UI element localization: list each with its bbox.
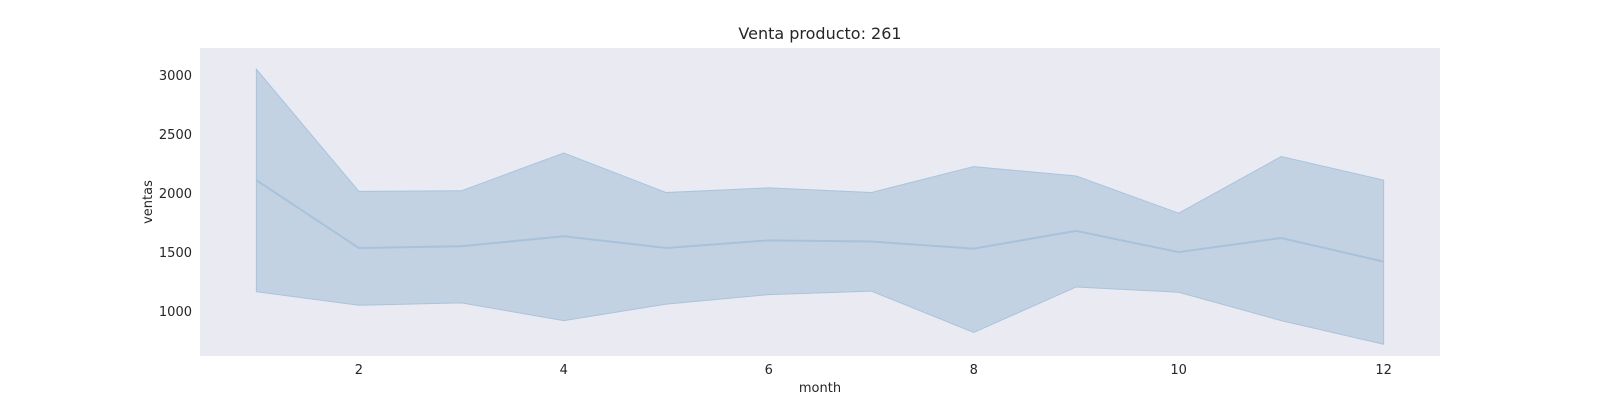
y-tick-label: 2500 [159, 128, 192, 143]
confidence-band [255, 67, 1385, 345]
x-tick-label: 6 [765, 363, 773, 378]
x-axis-label: month [799, 381, 841, 396]
y-tick-label: 3000 [159, 69, 192, 84]
y-axis-ticks: 1000 1500 2000 2500 3000 [159, 69, 192, 320]
series-line [255, 179, 1384, 263]
x-tick-label: 4 [560, 363, 568, 378]
series-line-layer [255, 179, 1384, 263]
x-tick-label: 2 [355, 363, 363, 378]
x-tick-label: 12 [1375, 363, 1392, 378]
confidence-band-layer [255, 67, 1385, 345]
chart-title: Venta producto: 261 [738, 24, 901, 43]
y-tick-label: 1500 [159, 246, 192, 261]
y-tick-label: 1000 [159, 305, 192, 320]
x-tick-label: 8 [970, 363, 978, 378]
y-tick-label: 2000 [159, 187, 192, 202]
y-axis-label: ventas [141, 180, 156, 224]
x-tick-label: 10 [1170, 363, 1187, 378]
x-axis-ticks: 2 4 6 8 10 12 [355, 363, 1392, 378]
